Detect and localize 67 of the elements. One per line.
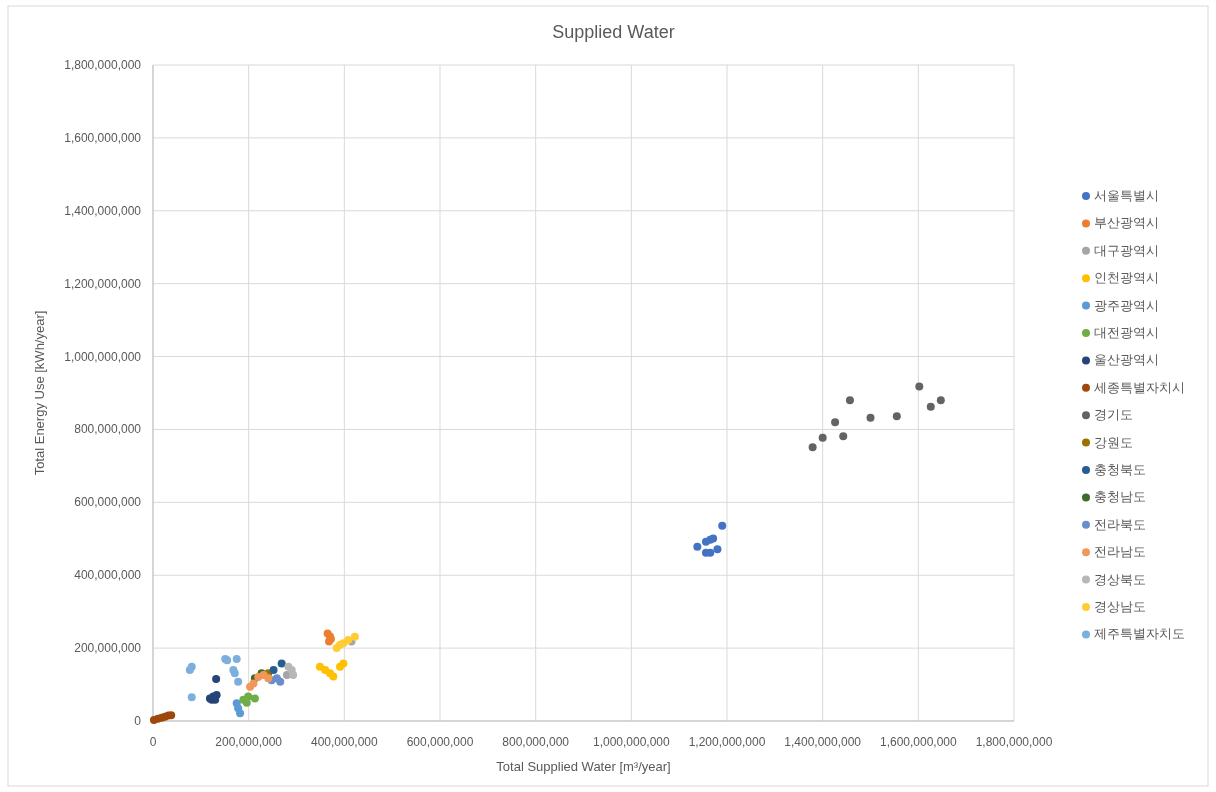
- x-tick-label: 800,000,000: [502, 735, 570, 749]
- point: [350, 632, 359, 641]
- y-axis-title: Total Energy Use [kWh/year]: [32, 310, 47, 476]
- y-tick-label: 1,400,000,000: [64, 203, 142, 218]
- y-tick-label: 1,200,000,000: [64, 276, 142, 291]
- point: [236, 709, 245, 718]
- legend-label: 세종특별자치시: [1094, 379, 1185, 395]
- legend-label: 인천광역시: [1094, 270, 1159, 286]
- point: [276, 677, 285, 686]
- legend-label: 전라북도: [1094, 516, 1146, 532]
- point: [693, 542, 702, 551]
- point: [818, 433, 827, 442]
- y-tick-label: 600,000,000: [74, 495, 142, 510]
- legend-label: 부산광역시: [1094, 215, 1159, 231]
- legend-label: 경상북도: [1094, 571, 1146, 587]
- point: [839, 432, 848, 441]
- x-tick-label: 1,800,000,000: [975, 735, 1053, 749]
- point: [289, 671, 298, 680]
- point: [269, 665, 278, 674]
- y-tick-label: 1,000,000,000: [64, 349, 142, 364]
- y-tick-label: 0: [134, 714, 142, 728]
- y-tick-label: 1,600,000,000: [64, 130, 142, 145]
- legend-label: 대전광역시: [1094, 325, 1159, 340]
- legend-label: 경상남도: [1094, 599, 1146, 614]
- point: [936, 396, 945, 405]
- point: [230, 669, 239, 678]
- point: [845, 396, 854, 405]
- x-tick-label: 1,200,000,000: [688, 735, 766, 749]
- point: [234, 677, 243, 686]
- point: [329, 672, 338, 681]
- x-tick-label: 1,000,000,000: [592, 735, 671, 749]
- legend-label: 대구광역시: [1094, 242, 1159, 258]
- point: [892, 412, 901, 421]
- point: [277, 659, 286, 668]
- legend-label: 충청북도: [1094, 462, 1146, 477]
- legend-label: 충청남도: [1094, 489, 1146, 505]
- x-tick-label: 1,600,000,000: [879, 735, 958, 749]
- legend-label: 광주광역시: [1094, 297, 1159, 313]
- point: [244, 692, 253, 701]
- point: [718, 521, 727, 530]
- point: [232, 655, 241, 664]
- y-tick-label: 1,800,000,000: [64, 58, 142, 72]
- x-tick-label: 1,400,000,000: [784, 735, 862, 749]
- point: [915, 382, 924, 391]
- point: [866, 413, 875, 422]
- x-tick-label: 0: [149, 735, 157, 749]
- legend-label: 경기도: [1094, 407, 1133, 423]
- point: [212, 675, 221, 684]
- point: [250, 694, 259, 703]
- legend-label: 제주특별자치도: [1094, 626, 1185, 642]
- point: [187, 693, 196, 702]
- point: [831, 418, 840, 427]
- legend-label: 강원도: [1094, 434, 1133, 450]
- x-tick-label: 200,000,000: [215, 735, 283, 749]
- x-axis-title: Total Supplied Water [m³/year]: [496, 759, 671, 774]
- point: [808, 443, 817, 452]
- y-tick-label: 200,000,000: [74, 641, 142, 656]
- legend-label: 서울특별시: [1094, 188, 1159, 203]
- y-tick-label: 400,000,000: [74, 568, 142, 583]
- point: [713, 545, 722, 554]
- y-tick-label: 800,000,000: [74, 422, 142, 437]
- x-tick-label: 600,000,000: [406, 735, 474, 749]
- legend-label: 전라남도: [1094, 544, 1146, 560]
- legend-label: 울산광역시: [1094, 352, 1159, 368]
- point: [926, 402, 935, 411]
- chart-title: Supplied Water: [552, 22, 675, 42]
- x-tick-label: 400,000,000: [310, 735, 379, 749]
